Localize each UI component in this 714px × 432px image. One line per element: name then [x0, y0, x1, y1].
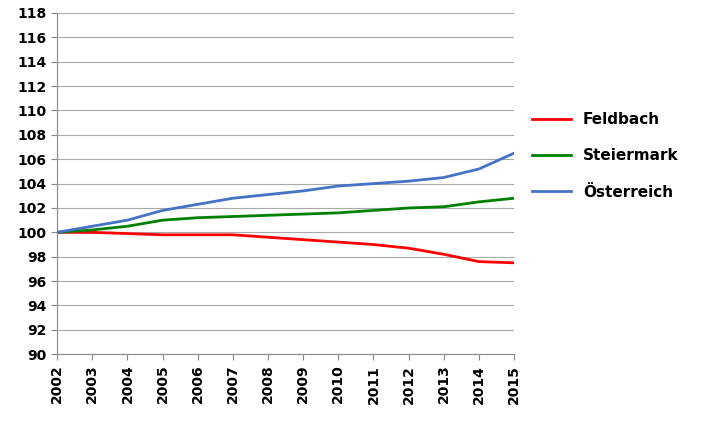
Feldbach [334, 239, 343, 245]
Feldbach [53, 230, 61, 235]
Feldbach [159, 232, 167, 237]
Steiermark [369, 208, 378, 213]
Österreich [334, 184, 343, 189]
Steiermark [53, 230, 61, 235]
Österreich [510, 150, 518, 156]
Steiermark [88, 227, 96, 232]
Österreich [193, 202, 202, 207]
Steiermark [263, 213, 272, 218]
Österreich [440, 175, 448, 180]
Österreich [299, 188, 308, 194]
Österreich [263, 192, 272, 197]
Feldbach [475, 259, 483, 264]
Steiermark [475, 199, 483, 204]
Österreich [369, 181, 378, 186]
Feldbach [228, 232, 237, 237]
Feldbach [299, 237, 308, 242]
Legend: Feldbach, Steiermark, Österreich: Feldbach, Steiermark, Österreich [526, 106, 685, 206]
Feldbach [440, 252, 448, 257]
Steiermark [510, 196, 518, 201]
Österreich [53, 230, 61, 235]
Feldbach [193, 232, 202, 237]
Steiermark [193, 215, 202, 220]
Steiermark [440, 204, 448, 210]
Line: Steiermark: Steiermark [57, 198, 514, 232]
Österreich [228, 196, 237, 201]
Steiermark [299, 212, 308, 217]
Steiermark [334, 210, 343, 216]
Feldbach [510, 260, 518, 265]
Österreich [88, 224, 96, 229]
Line: Österreich: Österreich [57, 153, 514, 232]
Feldbach [263, 235, 272, 240]
Steiermark [404, 205, 413, 210]
Österreich [475, 166, 483, 172]
Feldbach [369, 242, 378, 247]
Österreich [159, 208, 167, 213]
Feldbach [404, 246, 413, 251]
Steiermark [159, 218, 167, 223]
Steiermark [123, 224, 131, 229]
Österreich [404, 178, 413, 184]
Line: Feldbach: Feldbach [57, 232, 514, 263]
Feldbach [123, 231, 131, 236]
Steiermark [228, 214, 237, 219]
Österreich [123, 218, 131, 223]
Feldbach [88, 230, 96, 235]
